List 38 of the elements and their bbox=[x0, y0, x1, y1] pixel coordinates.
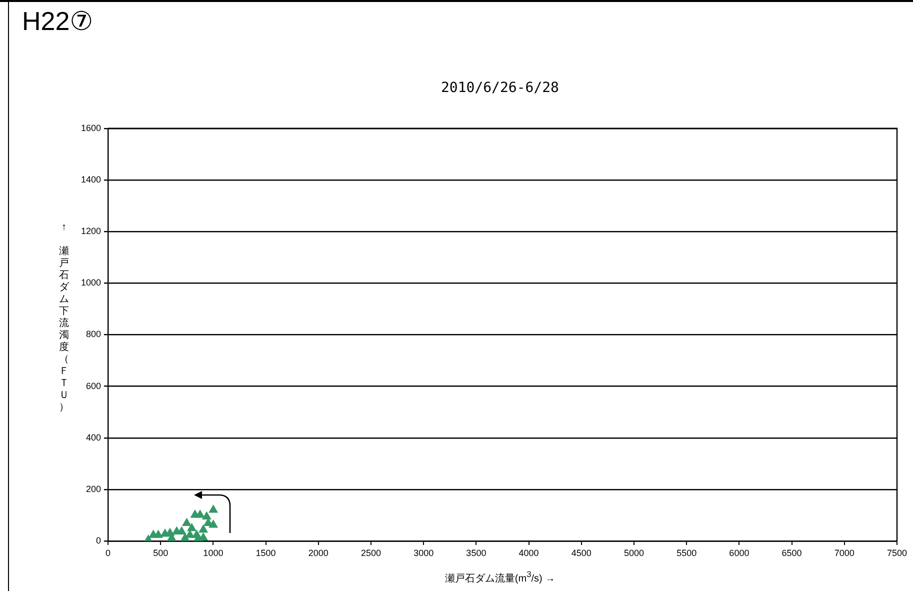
y-tick-label: 1600 bbox=[80, 122, 101, 133]
y-tick-label: 1400 bbox=[80, 174, 101, 184]
y-tick-label: 800 bbox=[86, 329, 101, 340]
x-tick-label: 5500 bbox=[676, 548, 697, 558]
point bbox=[196, 510, 204, 518]
point bbox=[208, 520, 218, 528]
y-tick-label: 1000 bbox=[80, 278, 101, 288]
x-tick-label: 4000 bbox=[518, 548, 539, 558]
point bbox=[187, 523, 196, 532]
x-tick-label: 0 bbox=[105, 548, 111, 558]
x-tick-label: 1500 bbox=[256, 548, 276, 558]
x-tick-label: 500 bbox=[153, 548, 168, 558]
x-tick-label: 6500 bbox=[782, 548, 802, 558]
x-tick-label: 1000 bbox=[203, 548, 224, 558]
x-tick-label: 7500 bbox=[886, 548, 908, 558]
x-tick-label: 4500 bbox=[571, 548, 592, 558]
point bbox=[182, 518, 192, 526]
chart-subtitle: 2010/6/26-6/28 bbox=[440, 80, 560, 96]
x-tick-label: 2500 bbox=[360, 548, 382, 558]
y-tick-label: 200 bbox=[86, 484, 101, 494]
point bbox=[208, 505, 218, 513]
y-tick-label: 1200 bbox=[80, 226, 101, 236]
point bbox=[154, 530, 163, 538]
x-axis-title: 瀬戸石ダム流量(m$^{3}$/s) → bbox=[444, 569, 556, 586]
x-tick-label: 5000 bbox=[624, 548, 644, 558]
point bbox=[198, 524, 208, 533]
x-tick-label: 3000 bbox=[414, 548, 434, 558]
y-tick-label: 0 bbox=[96, 535, 101, 546]
point bbox=[202, 512, 212, 520]
y-tick-label: 400 bbox=[86, 432, 101, 442]
chart-title: H22⑦ bbox=[22, 6, 94, 37]
y-tick-label: 600 bbox=[86, 380, 101, 391]
x-tick-label: 3500 bbox=[466, 548, 486, 558]
x-tick-label: 2000 bbox=[308, 548, 328, 558]
point bbox=[186, 530, 194, 538]
x-tick-label: 7000 bbox=[834, 548, 854, 558]
text: ↑ 瀬戸石ダム下流濁度（ＦＴＵ） bbox=[59, 222, 69, 413]
x-tick-label: 6000 bbox=[729, 548, 750, 558]
